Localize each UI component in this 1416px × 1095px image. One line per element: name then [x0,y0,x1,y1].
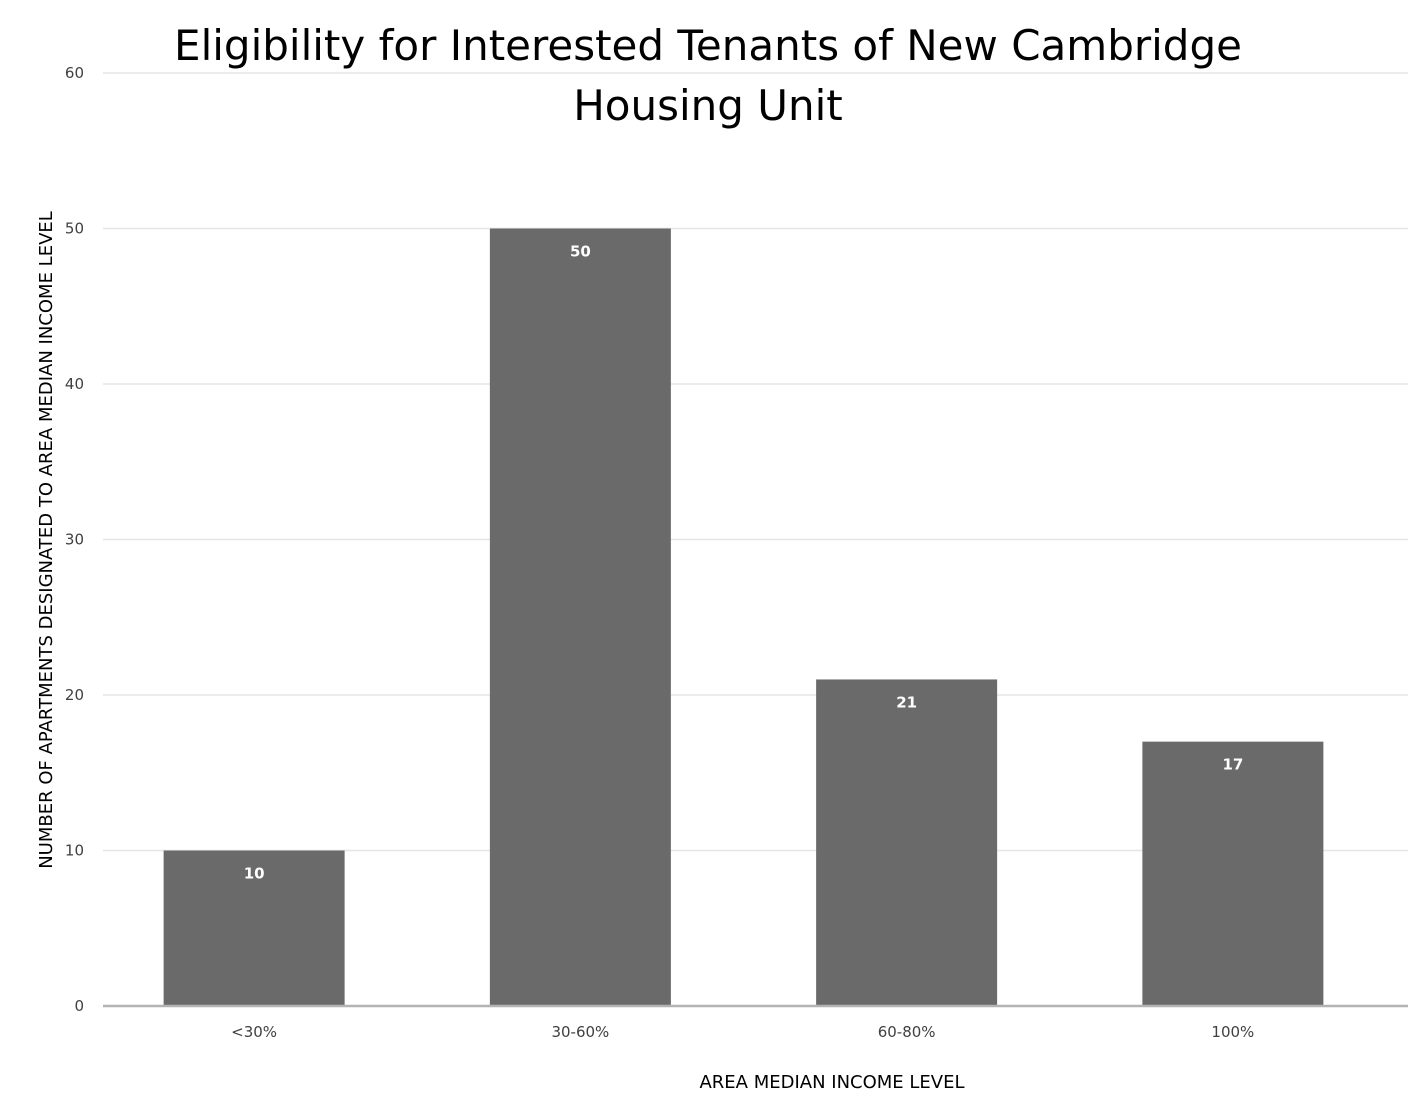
bar-data-label: 21 [896,693,917,711]
bar-data-label: 17 [1222,756,1243,774]
x-tick-label: <30% [231,1023,277,1041]
y-tick-label: 40 [65,375,84,393]
x-tick-label: 60-80% [878,1023,936,1041]
bar [489,228,671,1006]
data-labels: 10 50 21 17 [244,243,1244,883]
y-tick-label: 30 [65,531,84,549]
bar [816,679,998,1006]
bar [1142,741,1324,1006]
y-tick-label: 0 [74,997,84,1015]
bar-data-label: 10 [244,865,265,883]
bar-data-label: 50 [570,243,591,261]
y-axis-ticks: 0 10 20 30 40 50 60 [65,64,84,1015]
chart-title-line-1: Eligibility for Interested Tenants of Ne… [174,21,1242,70]
y-tick-label: 20 [65,686,84,704]
x-tick-label: 30-60% [551,1023,609,1041]
x-tick-label: 100% [1211,1023,1254,1041]
bars [163,228,1324,1006]
chart-title-line-2: Housing Unit [573,81,843,130]
y-tick-label: 10 [65,842,84,860]
x-axis-title: AREA MEDIAN INCOME LEVEL [699,1072,964,1093]
y-tick-label: 50 [65,220,84,238]
y-tick-label: 60 [65,64,84,82]
bar [163,850,345,1006]
gridlines [103,72,1408,852]
x-axis-ticks: <30% 30-60% 60-80% 100% [231,1023,1254,1041]
y-axis-title: NUMBER OF APARTMENTS DESIGNATED TO AREA … [36,211,57,869]
